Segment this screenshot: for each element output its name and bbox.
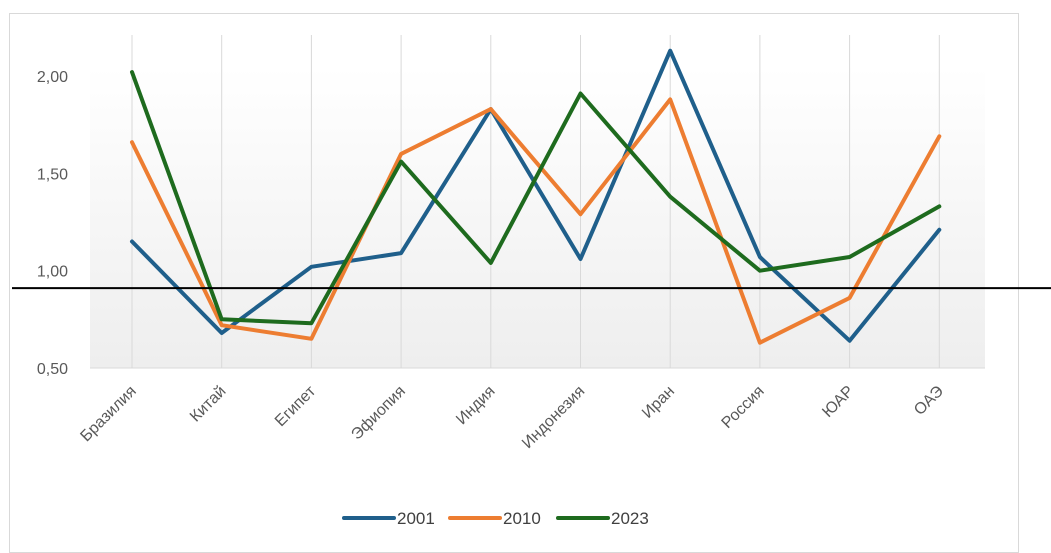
legend: 2001 2010 2023 (342, 509, 649, 528)
y-tick-label: 2,00 (37, 69, 68, 86)
plot-area (90, 66, 985, 368)
x-tick-label: ОАЭ (911, 383, 947, 419)
legend-label-2001: 2001 (397, 509, 435, 528)
x-tick-label: Бразилия (77, 383, 139, 445)
x-tick-label: Индия (453, 383, 498, 428)
y-tick-label: 1,50 (37, 166, 68, 183)
x-tick-label: Египет (272, 382, 320, 430)
x-axis-tick-labels: Бразилия Китай Египет Эфиопия Индия Индонезия… (77, 382, 947, 452)
x-tick-label: ЮАР (819, 383, 857, 421)
x-tick-label: Индонезия (519, 383, 588, 452)
series-line-2010 (130, 97, 942, 345)
y-tick-label: 0,50 (37, 361, 68, 378)
y-axis-tick-labels: 0,50 1,00 1,50 2,00 (37, 69, 68, 378)
x-tick-label: Эфиопия (348, 383, 409, 444)
y-tick-label: 1,00 (37, 264, 68, 281)
x-tick-label: Иран (639, 383, 678, 422)
series-line-2001 (130, 48, 942, 343)
legend-label-2023: 2023 (611, 509, 649, 528)
legend-label-2010: 2010 (503, 509, 541, 528)
series-line-2023 (130, 70, 942, 326)
x-tick-label: Китай (187, 383, 230, 426)
x-tick-label: Россия (719, 383, 768, 432)
series-lines (130, 48, 942, 345)
vertical-gridlines (131, 35, 940, 368)
